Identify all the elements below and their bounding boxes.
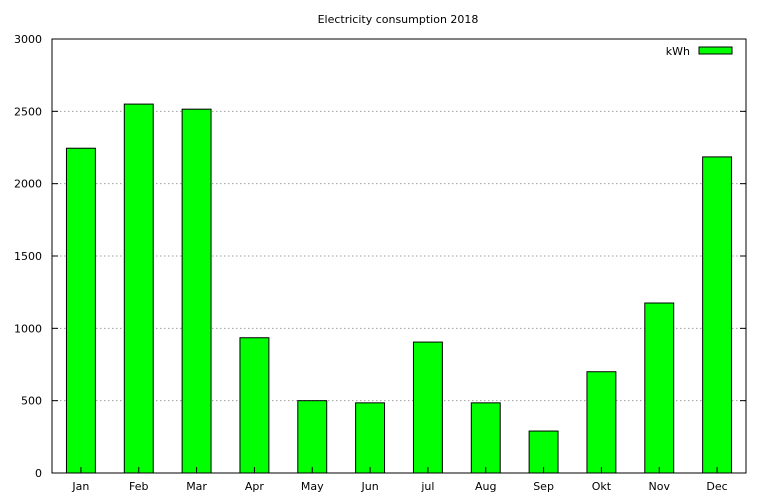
legend-swatch [698, 46, 733, 55]
y-tick-label: 3000 [14, 33, 42, 46]
legend-label: kWh [666, 45, 690, 58]
x-tick-label: Mar [186, 480, 207, 493]
bar-mar [181, 108, 212, 474]
y-axis-ticks: 0 500 1000 1500 2000 2500 3000 [14, 33, 746, 480]
x-tick-label: May [301, 480, 324, 493]
x-axis-ticks: Jan Feb Mar Apr May Jun jul Aug Sep Okt Nov Dec [71, 467, 728, 493]
gridlines [52, 110, 746, 402]
x-tick-label: Dec [706, 480, 727, 493]
bar-okt [586, 371, 617, 474]
y-tick-label: 1500 [14, 250, 42, 263]
bar-nov [644, 302, 675, 474]
y-tick-label: 2000 [14, 178, 42, 191]
bar-jan [65, 147, 96, 474]
bar-jun [355, 402, 386, 474]
bars [65, 103, 733, 474]
x-tick-label: jul [420, 480, 434, 493]
x-tick-label: Okt [592, 480, 612, 493]
bar-feb [123, 103, 154, 474]
legend: kWh [666, 45, 733, 58]
y-tick-label: 2500 [14, 105, 42, 118]
bar-sep [528, 430, 559, 474]
x-tick-label: Apr [245, 480, 265, 493]
y-tick-label: 0 [35, 467, 42, 480]
x-tick-label: Feb [129, 480, 148, 493]
y-tick-label: 1000 [14, 322, 42, 335]
chart-title: Electricity consumption 2018 [318, 13, 479, 26]
x-tick-label: Jan [71, 480, 89, 493]
x-tick-label: Sep [533, 480, 554, 493]
y-tick-label: 500 [21, 395, 42, 408]
x-tick-label: Nov [649, 480, 671, 493]
bar-may [297, 400, 328, 474]
x-tick-label: Aug [475, 480, 496, 493]
bar-dec [702, 156, 733, 474]
bar-jul [412, 341, 443, 474]
bar-aug [470, 402, 501, 474]
bar-apr [239, 337, 270, 474]
x-tick-label: Jun [360, 480, 378, 493]
